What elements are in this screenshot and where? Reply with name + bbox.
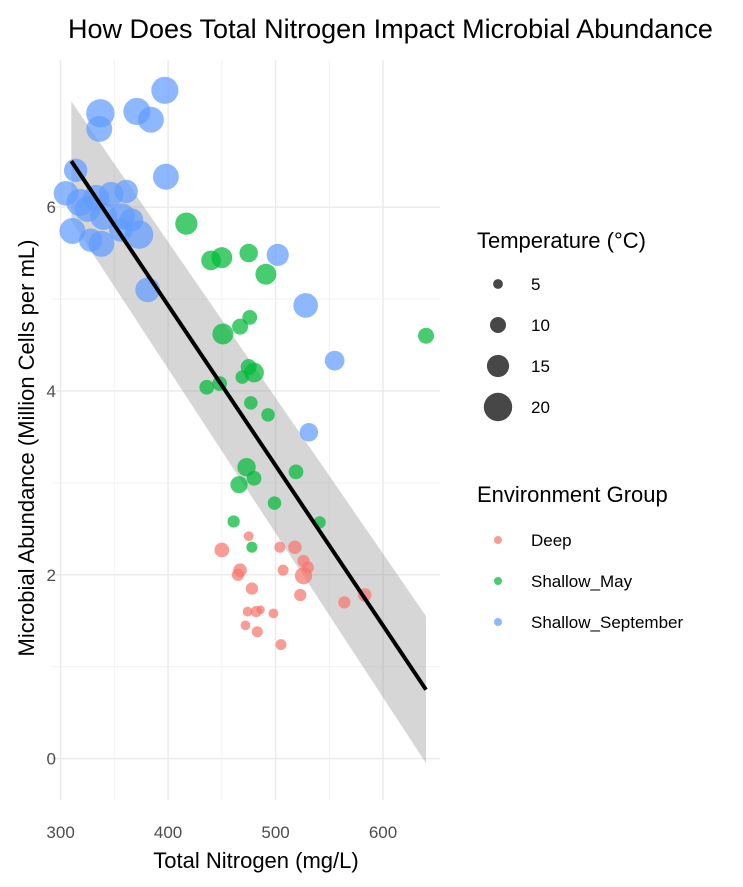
color-legend-key (494, 618, 502, 626)
data-point-shallow-may (232, 318, 249, 335)
chart-title: How Does Total Nitrogen Impact Microbial… (68, 14, 713, 44)
data-point-shallow-september (151, 76, 179, 104)
data-point-deep (240, 620, 251, 631)
data-point-shallow-may (244, 362, 264, 383)
data-point-shallow-september (59, 218, 86, 244)
x-tick-label: 600 (369, 823, 397, 842)
data-point-shallow-may (230, 476, 248, 494)
data-point-shallow-september (152, 163, 179, 190)
data-point-deep (275, 639, 287, 651)
data-point-shallow-september (114, 179, 138, 204)
data-point-deep (251, 626, 263, 638)
data-point-shallow-may (212, 323, 234, 345)
y-axis: 0 2 4 6 (47, 198, 56, 769)
size-legend-key (483, 392, 513, 422)
y-tick-label: 2 (47, 566, 56, 585)
data-point-shallow-may (261, 408, 275, 422)
data-point-shallow-september (88, 230, 115, 257)
data-point-deep (274, 541, 286, 553)
x-tick-label: 300 (46, 823, 74, 842)
x-axis: 300 400 500 600 (46, 823, 397, 842)
data-point-deep (243, 531, 254, 542)
data-point-shallow-may (199, 379, 215, 395)
y-tick-label: 6 (47, 198, 56, 217)
data-point-shallow-september (90, 202, 118, 230)
color-legend-key (494, 577, 502, 585)
data-point-deep (256, 605, 265, 614)
data-point-deep (338, 596, 351, 609)
data-point-shallow-may (235, 370, 249, 384)
size-legend-label: 5 (531, 275, 540, 294)
confidence-band-layer (71, 101, 427, 764)
data-point-shallow-september (137, 106, 164, 133)
data-point-deep (231, 568, 245, 581)
color-legend-title: Environment Group (477, 482, 668, 507)
data-point-deep (245, 582, 259, 595)
size-legend-label: 10 (531, 316, 550, 335)
data-point-deep (268, 608, 279, 619)
data-point-shallow-may (246, 541, 258, 553)
data-point-shallow-may (239, 243, 258, 263)
data-point-shallow-september (299, 423, 319, 442)
data-point-shallow-september (293, 293, 318, 318)
data-point-deep (294, 567, 313, 585)
grid (52, 60, 440, 800)
color-legend: Environment Group Deep Shallow_May Shallow… (477, 482, 683, 632)
trend-line-layer (69, 160, 428, 691)
x-tick-label: 500 (261, 823, 289, 842)
size-legend-title: Temperature (°C) (477, 228, 646, 253)
x-axis-title: Total Nitrogen (mg/L) (153, 848, 358, 873)
data-point-shallow-may (288, 464, 304, 480)
data-point-shallow-may (267, 496, 282, 510)
y-tick-label: 4 (47, 382, 56, 401)
data-point-deep (288, 540, 302, 554)
data-point-shallow-september (324, 350, 345, 371)
y-tick-label: 0 (47, 750, 56, 769)
x-tick-label: 400 (154, 823, 182, 842)
data-point-shallow-may (242, 310, 258, 325)
data-point-deep (294, 588, 307, 602)
size-legend-label: 15 (531, 357, 550, 376)
data-point-shallow-may (244, 396, 258, 410)
data-point-shallow-may (246, 470, 262, 486)
trend-line (69, 160, 428, 691)
points-layer (53, 76, 435, 651)
data-point-deep (277, 564, 289, 576)
color-legend-label: Shallow_September (531, 613, 683, 632)
data-point-deep (242, 606, 253, 617)
data-point-shallow-may (175, 212, 198, 235)
size-legend-key (486, 354, 510, 378)
data-point-shallow-september (86, 115, 113, 142)
color-legend-label: Shallow_May (531, 572, 633, 591)
confidence-band (71, 101, 427, 764)
data-point-shallow-may (227, 515, 240, 528)
color-legend-label: Deep (531, 531, 572, 550)
data-point-shallow-may (418, 327, 435, 344)
size-legend: Temperature (°C) 5 10 15 20 (477, 228, 646, 422)
data-point-shallow-may (255, 263, 277, 285)
size-legend-key (490, 317, 506, 333)
data-point-deep (214, 542, 230, 558)
size-legend-label: 20 (531, 398, 550, 417)
color-legend-key (494, 536, 502, 544)
data-point-shallow-may (211, 247, 233, 269)
y-axis-title: Microbial Abundance (Million Cells per m… (14, 240, 39, 657)
data-point-shallow-september (266, 243, 289, 266)
size-legend-key (493, 279, 503, 289)
